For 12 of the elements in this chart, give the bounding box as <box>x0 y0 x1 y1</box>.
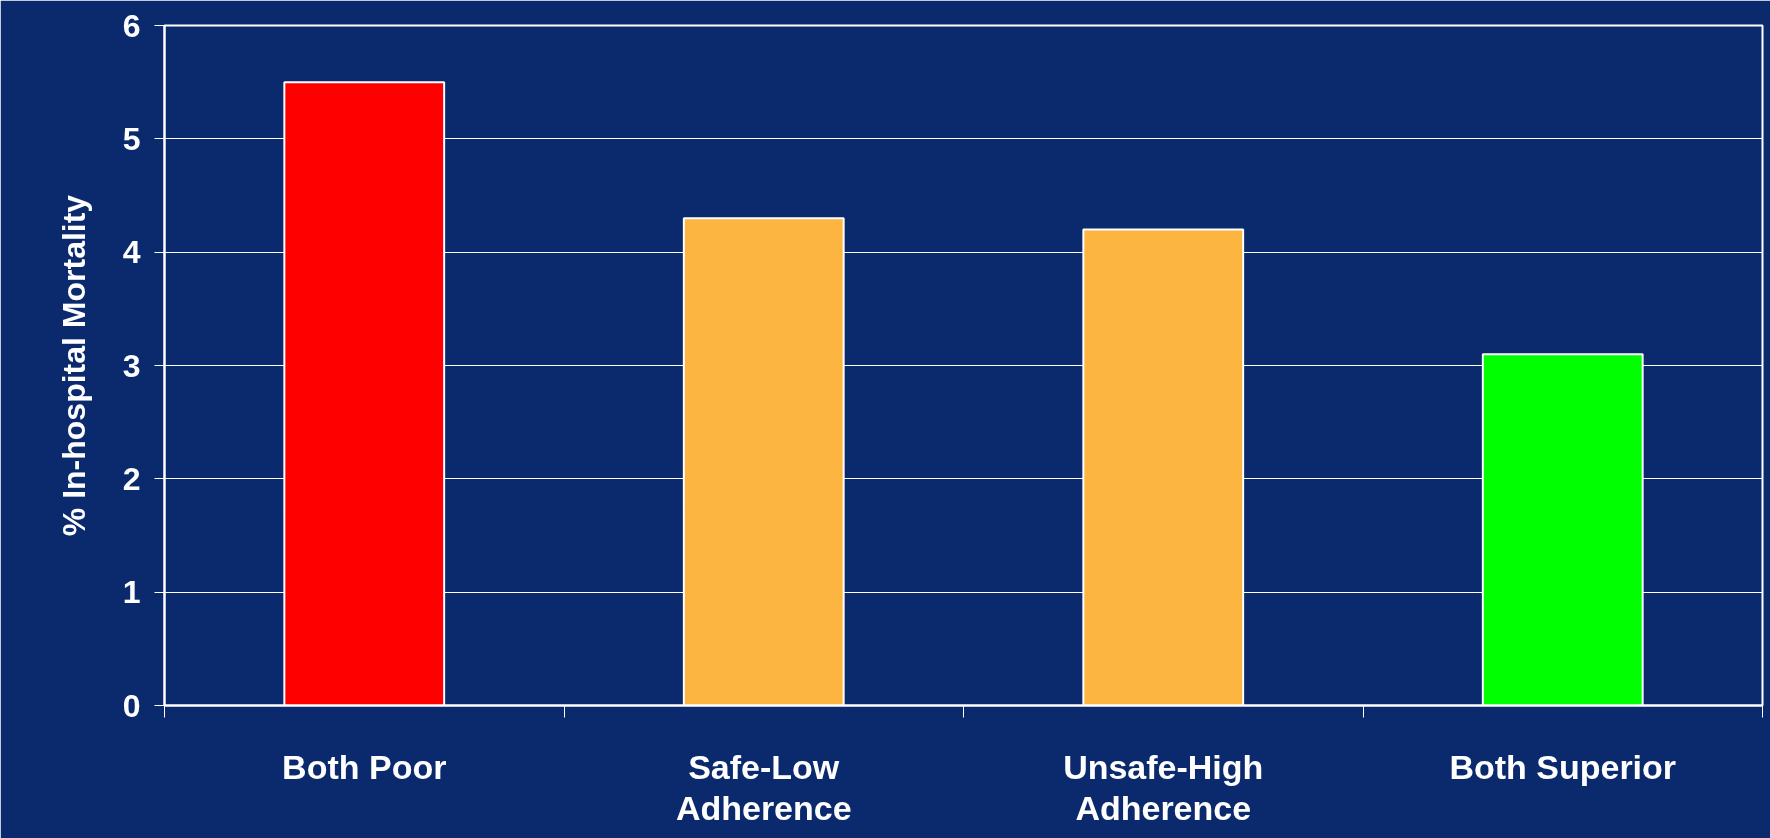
y-tick-label: 1 <box>122 574 141 611</box>
x-tick-label: Unsafe-High Adherence <box>1063 747 1264 828</box>
y-tick-label: 3 <box>122 347 141 384</box>
y-tick-label: 5 <box>122 120 141 157</box>
y-tick-label: 6 <box>122 7 141 44</box>
y-tick-label: 0 <box>122 687 141 724</box>
y-tick-label: 4 <box>122 234 141 271</box>
y-tick-label: 2 <box>122 460 141 497</box>
x-tick-label: Both Poor <box>282 747 447 786</box>
x-tick-label: Safe-Low Adherence <box>675 747 852 828</box>
y-axis-title: % In-hospital Mortality <box>55 194 92 537</box>
x-tick-label: Both Superior <box>1449 747 1677 786</box>
